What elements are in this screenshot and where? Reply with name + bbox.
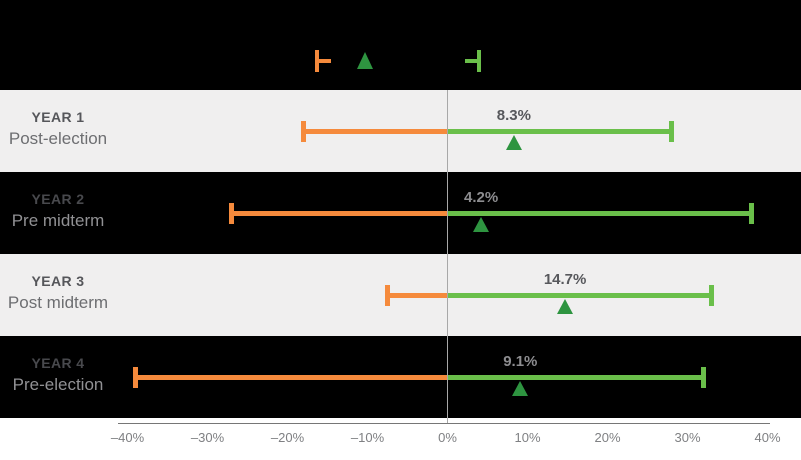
positive-range-bar	[447, 374, 704, 380]
negative-range-end-cap	[301, 120, 306, 142]
range-high-cap-stub-icon	[465, 59, 477, 63]
negative-range-bar	[135, 374, 448, 380]
positive-range-end-cap	[709, 284, 714, 306]
average-marker-icon	[505, 135, 522, 150]
positive-range-end-cap	[669, 120, 674, 142]
average-marker-icon	[557, 299, 574, 314]
row-band-year-2: YEAR 2 Pre midterm 4.2%	[0, 172, 801, 254]
negative-range-bar	[231, 210, 448, 216]
row-band-year-1: YEAR 1 Post-election 8.3%	[0, 90, 801, 172]
x-axis-tick-label: 30%	[674, 430, 701, 445]
row-label: YEAR 2 Pre midterm	[0, 191, 116, 231]
range-low-cap-stub-icon	[319, 59, 331, 63]
positive-range-end-cap	[701, 366, 706, 388]
x-axis-tick-label: –10%	[350, 430, 385, 445]
x-axis-tick-label: 10%	[514, 430, 541, 445]
average-value-label: 4.2%	[463, 189, 499, 206]
row-label: YEAR 4 Pre-election	[0, 355, 116, 395]
positive-range-bar	[447, 128, 672, 134]
row-year-label: YEAR 3	[31, 273, 85, 289]
negative-range-bar	[303, 128, 448, 134]
average-triangle-icon	[357, 52, 373, 69]
header-band	[0, 0, 801, 90]
legend-high-cap	[465, 50, 481, 72]
negative-range-end-cap	[133, 366, 138, 388]
row-phase-label: Pre midterm	[11, 211, 105, 230]
positive-range-bar	[447, 210, 752, 216]
row-year-label: YEAR 2	[31, 191, 85, 207]
average-marker-icon	[512, 381, 529, 396]
range-high-cap-icon	[477, 50, 481, 72]
x-axis-tick-label: 20%	[594, 430, 621, 445]
row-year-label: YEAR 4	[31, 355, 85, 371]
row-year-label: YEAR 1	[31, 109, 85, 125]
negative-range-end-cap	[229, 202, 234, 224]
average-value-label: 14.7%	[543, 271, 587, 288]
row-phase-label: Post midterm	[7, 293, 109, 312]
positive-range-bar	[447, 292, 712, 298]
row-phase-label: Pre-election	[12, 375, 104, 394]
x-axis-tick-label: –40%	[110, 430, 145, 445]
legend-low-cap	[315, 50, 331, 72]
negative-range-end-cap	[385, 284, 390, 306]
x-axis-tick-label: –20%	[270, 430, 305, 445]
average-value-label: 9.1%	[503, 353, 538, 370]
row-label: YEAR 1 Post-election	[0, 109, 116, 149]
row-band-year-3: YEAR 3 Post midterm 14.7%	[0, 254, 801, 336]
range-low-cap-icon	[315, 50, 319, 72]
positive-range-end-cap	[749, 202, 754, 224]
zero-gridline	[447, 90, 448, 423]
x-axis-tick-label: 40%	[754, 430, 781, 445]
x-axis-line	[118, 423, 770, 424]
row-phase-label: Post-election	[8, 129, 108, 148]
average-value-label: 8.3%	[496, 107, 531, 124]
row-label: YEAR 3 Post midterm	[0, 273, 116, 313]
negative-range-bar	[387, 292, 448, 298]
row-band-year-4: YEAR 4 Pre-election 9.1%	[0, 336, 801, 418]
average-marker-icon	[473, 217, 490, 232]
x-axis-tick-label: 0%	[438, 430, 457, 445]
x-axis-tick-label: –30%	[190, 430, 225, 445]
